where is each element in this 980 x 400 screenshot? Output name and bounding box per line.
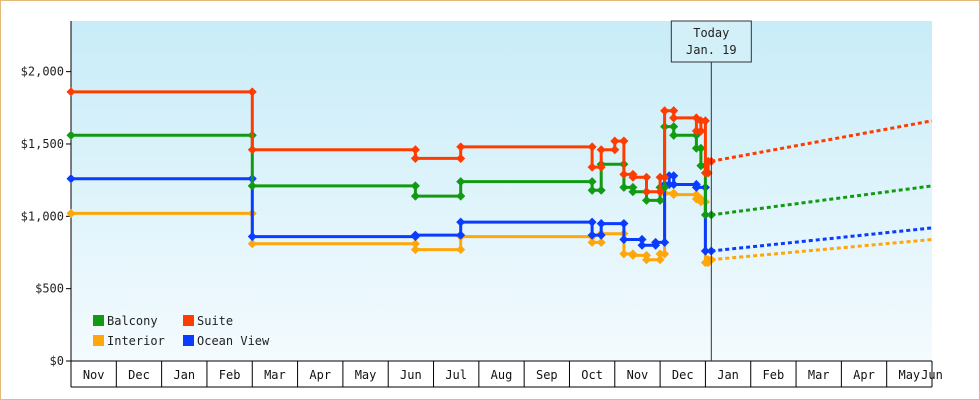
month-label: Apr (853, 368, 875, 382)
data-point (669, 130, 679, 140)
data-point (669, 122, 679, 132)
legend-label: Balcony (107, 314, 158, 328)
y-tick-label: $500 (35, 282, 64, 296)
data-point (637, 240, 647, 250)
data-point (247, 232, 257, 242)
today-marker: Today Jan. 19 (670, 20, 752, 361)
month-label: Jun (921, 368, 943, 382)
today-box (670, 20, 752, 63)
y-tick-label: $2,000 (21, 65, 64, 79)
y-tick-label: $1,000 (21, 209, 64, 223)
month-label: Jul (445, 368, 467, 382)
data-point (696, 143, 706, 153)
data-point (410, 153, 420, 163)
data-point (655, 255, 665, 265)
legend-swatch (183, 335, 194, 346)
data-point (587, 142, 597, 152)
data-point (596, 219, 606, 229)
y-tick-label: $1,500 (21, 137, 64, 151)
month-label: Jan (717, 368, 739, 382)
data-point (410, 191, 420, 201)
data-point (610, 145, 620, 155)
month-label: Jan (173, 368, 195, 382)
today-label: Today (693, 26, 729, 40)
legend-swatch (93, 335, 104, 346)
data-point (66, 130, 76, 140)
month-label: Jun (400, 368, 422, 382)
forecast-line-interior (711, 238, 933, 262)
month-label: Dec (128, 368, 150, 382)
data-point (587, 177, 597, 187)
data-point (660, 172, 670, 182)
legend: Balcony Suite Interior Ocean View (93, 314, 270, 348)
month-label: Nov (83, 368, 105, 382)
today-date: Jan. 19 (686, 43, 737, 57)
data-point (66, 87, 76, 97)
data-point (596, 162, 606, 172)
legend-label: Ocean View (197, 334, 270, 348)
month-label: Dec (672, 368, 694, 382)
forecast-line-suite (711, 119, 933, 163)
forecast-line-ocean-view (711, 226, 933, 253)
plot-background (71, 21, 932, 361)
legend-swatch (93, 315, 104, 326)
month-label: Nov (627, 368, 649, 382)
month-label: Apr (309, 368, 331, 382)
legend-label: Interior (107, 334, 165, 348)
month-label: Mar (264, 368, 286, 382)
data-point (410, 230, 420, 240)
forecast-line-balcony (711, 184, 933, 217)
month-label: Sep (536, 368, 558, 382)
data-point (596, 145, 606, 155)
month-label: Mar (808, 368, 830, 382)
data-point (247, 145, 257, 155)
data-point (456, 191, 466, 201)
data-point (619, 219, 629, 229)
data-point (587, 185, 597, 195)
data-point (247, 181, 257, 191)
data-point (596, 230, 606, 240)
legend-swatch (183, 315, 194, 326)
y-axis: $0 $500 $1,000 $1,500 $2,000 (21, 21, 72, 368)
data-point (628, 250, 638, 260)
month-label: May (355, 368, 377, 382)
data-point (66, 208, 76, 218)
data-point (410, 239, 420, 249)
data-point (660, 237, 670, 247)
x-axis: Nov Dec Jan Feb Mar Apr May Jun Jul Aug Sep Oct Nov D… (70, 360, 943, 388)
data-point (456, 230, 466, 240)
series-layer (66, 87, 933, 268)
month-label: Feb (763, 368, 785, 382)
data-point (456, 217, 466, 227)
data-point (669, 171, 679, 181)
month-label: Oct (581, 368, 603, 382)
legend-label: Suite (197, 314, 233, 328)
data-point (696, 126, 706, 136)
data-point (247, 87, 257, 97)
series-line-suite (71, 90, 712, 194)
data-point (456, 153, 466, 163)
data-point (669, 190, 679, 200)
month-label: Aug (491, 368, 513, 382)
y-tick-label: $0 (50, 354, 64, 368)
month-label: May (898, 368, 920, 382)
month-label: Feb (219, 368, 241, 382)
